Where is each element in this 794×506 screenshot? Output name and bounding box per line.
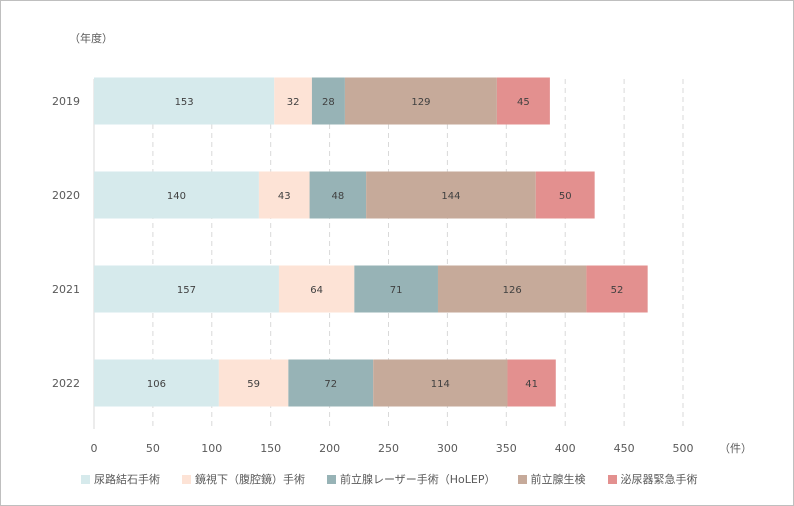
legend-swatch [517, 474, 527, 484]
legend-swatch [182, 474, 191, 484]
bar-segment [258, 171, 310, 219]
bar-segment [274, 77, 312, 125]
data-label: 41 [525, 379, 538, 390]
data-label: 43 [278, 191, 291, 202]
legend-label: 前立腺レーザー手術（HoLEP） [340, 473, 496, 486]
x-tick-label: 250 [378, 442, 399, 455]
bar-segment [309, 171, 367, 219]
x-tick-label: 450 [614, 442, 635, 455]
y-axis-labels: 2019 2020 2021 2022 [52, 95, 80, 390]
x-tick-label: 400 [555, 442, 576, 455]
bar-segment [94, 171, 259, 219]
bar-segment [354, 265, 438, 313]
data-label: 106 [147, 379, 166, 390]
bar-segment [344, 77, 497, 125]
data-label: 153 [175, 97, 194, 108]
legend-item: 尿路結石手術 [81, 471, 160, 487]
data-label: 72 [324, 379, 337, 390]
bar-segment [278, 265, 355, 313]
bar-segment [366, 171, 536, 219]
bars: 153 32 28 129 45 140 43 48 144 50 157 64 71 126 52 106 5… [94, 77, 648, 407]
x-tick-label: 500 [673, 442, 694, 455]
data-label: 140 [167, 191, 186, 202]
legend-swatch [81, 474, 90, 484]
data-label: 71 [390, 285, 403, 296]
data-label: 114 [431, 379, 450, 390]
bar-segment [94, 265, 279, 313]
x-tick-label: 200 [319, 442, 340, 455]
legend-item: 鏡視下（腹腔鏡）手術 [182, 471, 305, 487]
data-label: 48 [331, 191, 344, 202]
legend-item: 前立腺レーザー手術（HoLEP） [327, 471, 496, 487]
bar-segment [586, 265, 648, 313]
bar-segment [373, 359, 508, 407]
bar-segment [218, 359, 289, 407]
y-tick-label: 2022 [52, 377, 80, 390]
legend-swatch [607, 474, 617, 484]
data-label: 50 [559, 191, 572, 202]
bar-segment [496, 77, 550, 125]
bar-segment [535, 171, 595, 219]
y-tick-label: 2021 [52, 283, 80, 296]
data-label: 144 [441, 191, 460, 202]
data-label: 157 [177, 285, 196, 296]
x-axis-unit: （件） [719, 442, 752, 455]
bar-segment [507, 359, 556, 407]
legend-item: 泌尿器緊急手術 [607, 471, 698, 487]
x-tick-label: 100 [201, 442, 222, 455]
bar-segment [288, 359, 374, 407]
legend-item: 前立腺生検 [517, 471, 586, 487]
bar-segment [437, 265, 587, 313]
y-tick-label: 2020 [52, 189, 80, 202]
data-label: 28 [322, 97, 335, 108]
bar-segment [94, 359, 219, 407]
x-tick-label: 150 [260, 442, 281, 455]
y-axis-title: （年度） [69, 31, 113, 45]
legend-swatch [327, 474, 336, 484]
data-label: 64 [310, 285, 323, 296]
data-label: 59 [247, 379, 260, 390]
x-tick-label: 50 [146, 442, 160, 455]
data-label: 129 [411, 97, 430, 108]
data-label: 126 [503, 285, 522, 296]
y-tick-label: 2019 [52, 95, 80, 108]
x-tick-label: 300 [437, 442, 458, 455]
data-label: 52 [611, 285, 624, 296]
legend-label: 尿路結石手術 [94, 473, 160, 486]
x-tick-label: 350 [496, 442, 517, 455]
legend-label: 泌尿器緊急手術 [620, 473, 698, 486]
x-axis-labels: 0 50 100 150 200 250 300 350 400 450 500 [91, 442, 694, 455]
legend-label: 前立腺生検 [530, 473, 586, 486]
x-tick-label: 0 [91, 442, 98, 455]
legend: 尿路結石手術 鏡視下（腹腔鏡）手術 前立腺レーザー手術（HoLEP） 前立腺生検 泌尿器… [81, 469, 781, 489]
bar-segment [94, 77, 275, 125]
bar-segment [311, 77, 345, 125]
legend-label: 鏡視下（腹腔鏡）手術 [195, 473, 305, 486]
data-label: 32 [287, 97, 300, 108]
gridlines [93, 79, 684, 429]
data-label: 45 [517, 97, 530, 108]
